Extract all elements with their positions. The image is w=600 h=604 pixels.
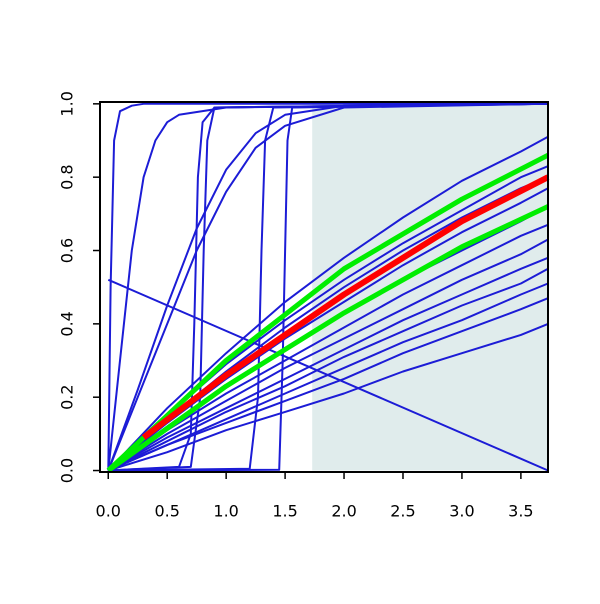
x-tick-label: 1.5 [272,502,297,521]
x-tick-label: 3.5 [508,502,533,521]
series-line [141,174,550,440]
series-line [106,152,550,473]
y-tick-label: 0.0 [58,458,77,483]
series-line [107,135,549,472]
series-line [107,102,549,471]
x-tick-label: 0.0 [96,502,121,521]
y-tick-label: 1.0 [58,91,77,116]
plot-frame [99,101,549,473]
x-tick-label: 2.5 [390,502,415,521]
series-line [107,238,549,472]
y-tick-label: 0.8 [57,164,76,189]
x-tick-label: 1.0 [213,502,238,521]
series-line [107,102,548,471]
series-line [107,297,549,472]
series-line [107,267,549,472]
series-line [108,102,549,472]
x-tick-label: 2.0 [331,502,356,521]
series-line [107,102,549,471]
series-line [107,102,549,471]
x-tick-label: 0.5 [154,502,179,521]
series-line [108,102,549,472]
y-tick-label: 0.4 [58,311,77,336]
series-line [107,278,549,472]
series-line [107,223,549,472]
y-tick-label: 0.6 [58,238,77,263]
series-line [107,256,549,472]
x-tick-label: 3.0 [449,502,474,521]
y-tick-label: 0.2 [58,384,77,409]
series-line [108,102,549,472]
series-line [106,204,550,473]
series-line [108,102,549,472]
series-line [107,282,549,472]
